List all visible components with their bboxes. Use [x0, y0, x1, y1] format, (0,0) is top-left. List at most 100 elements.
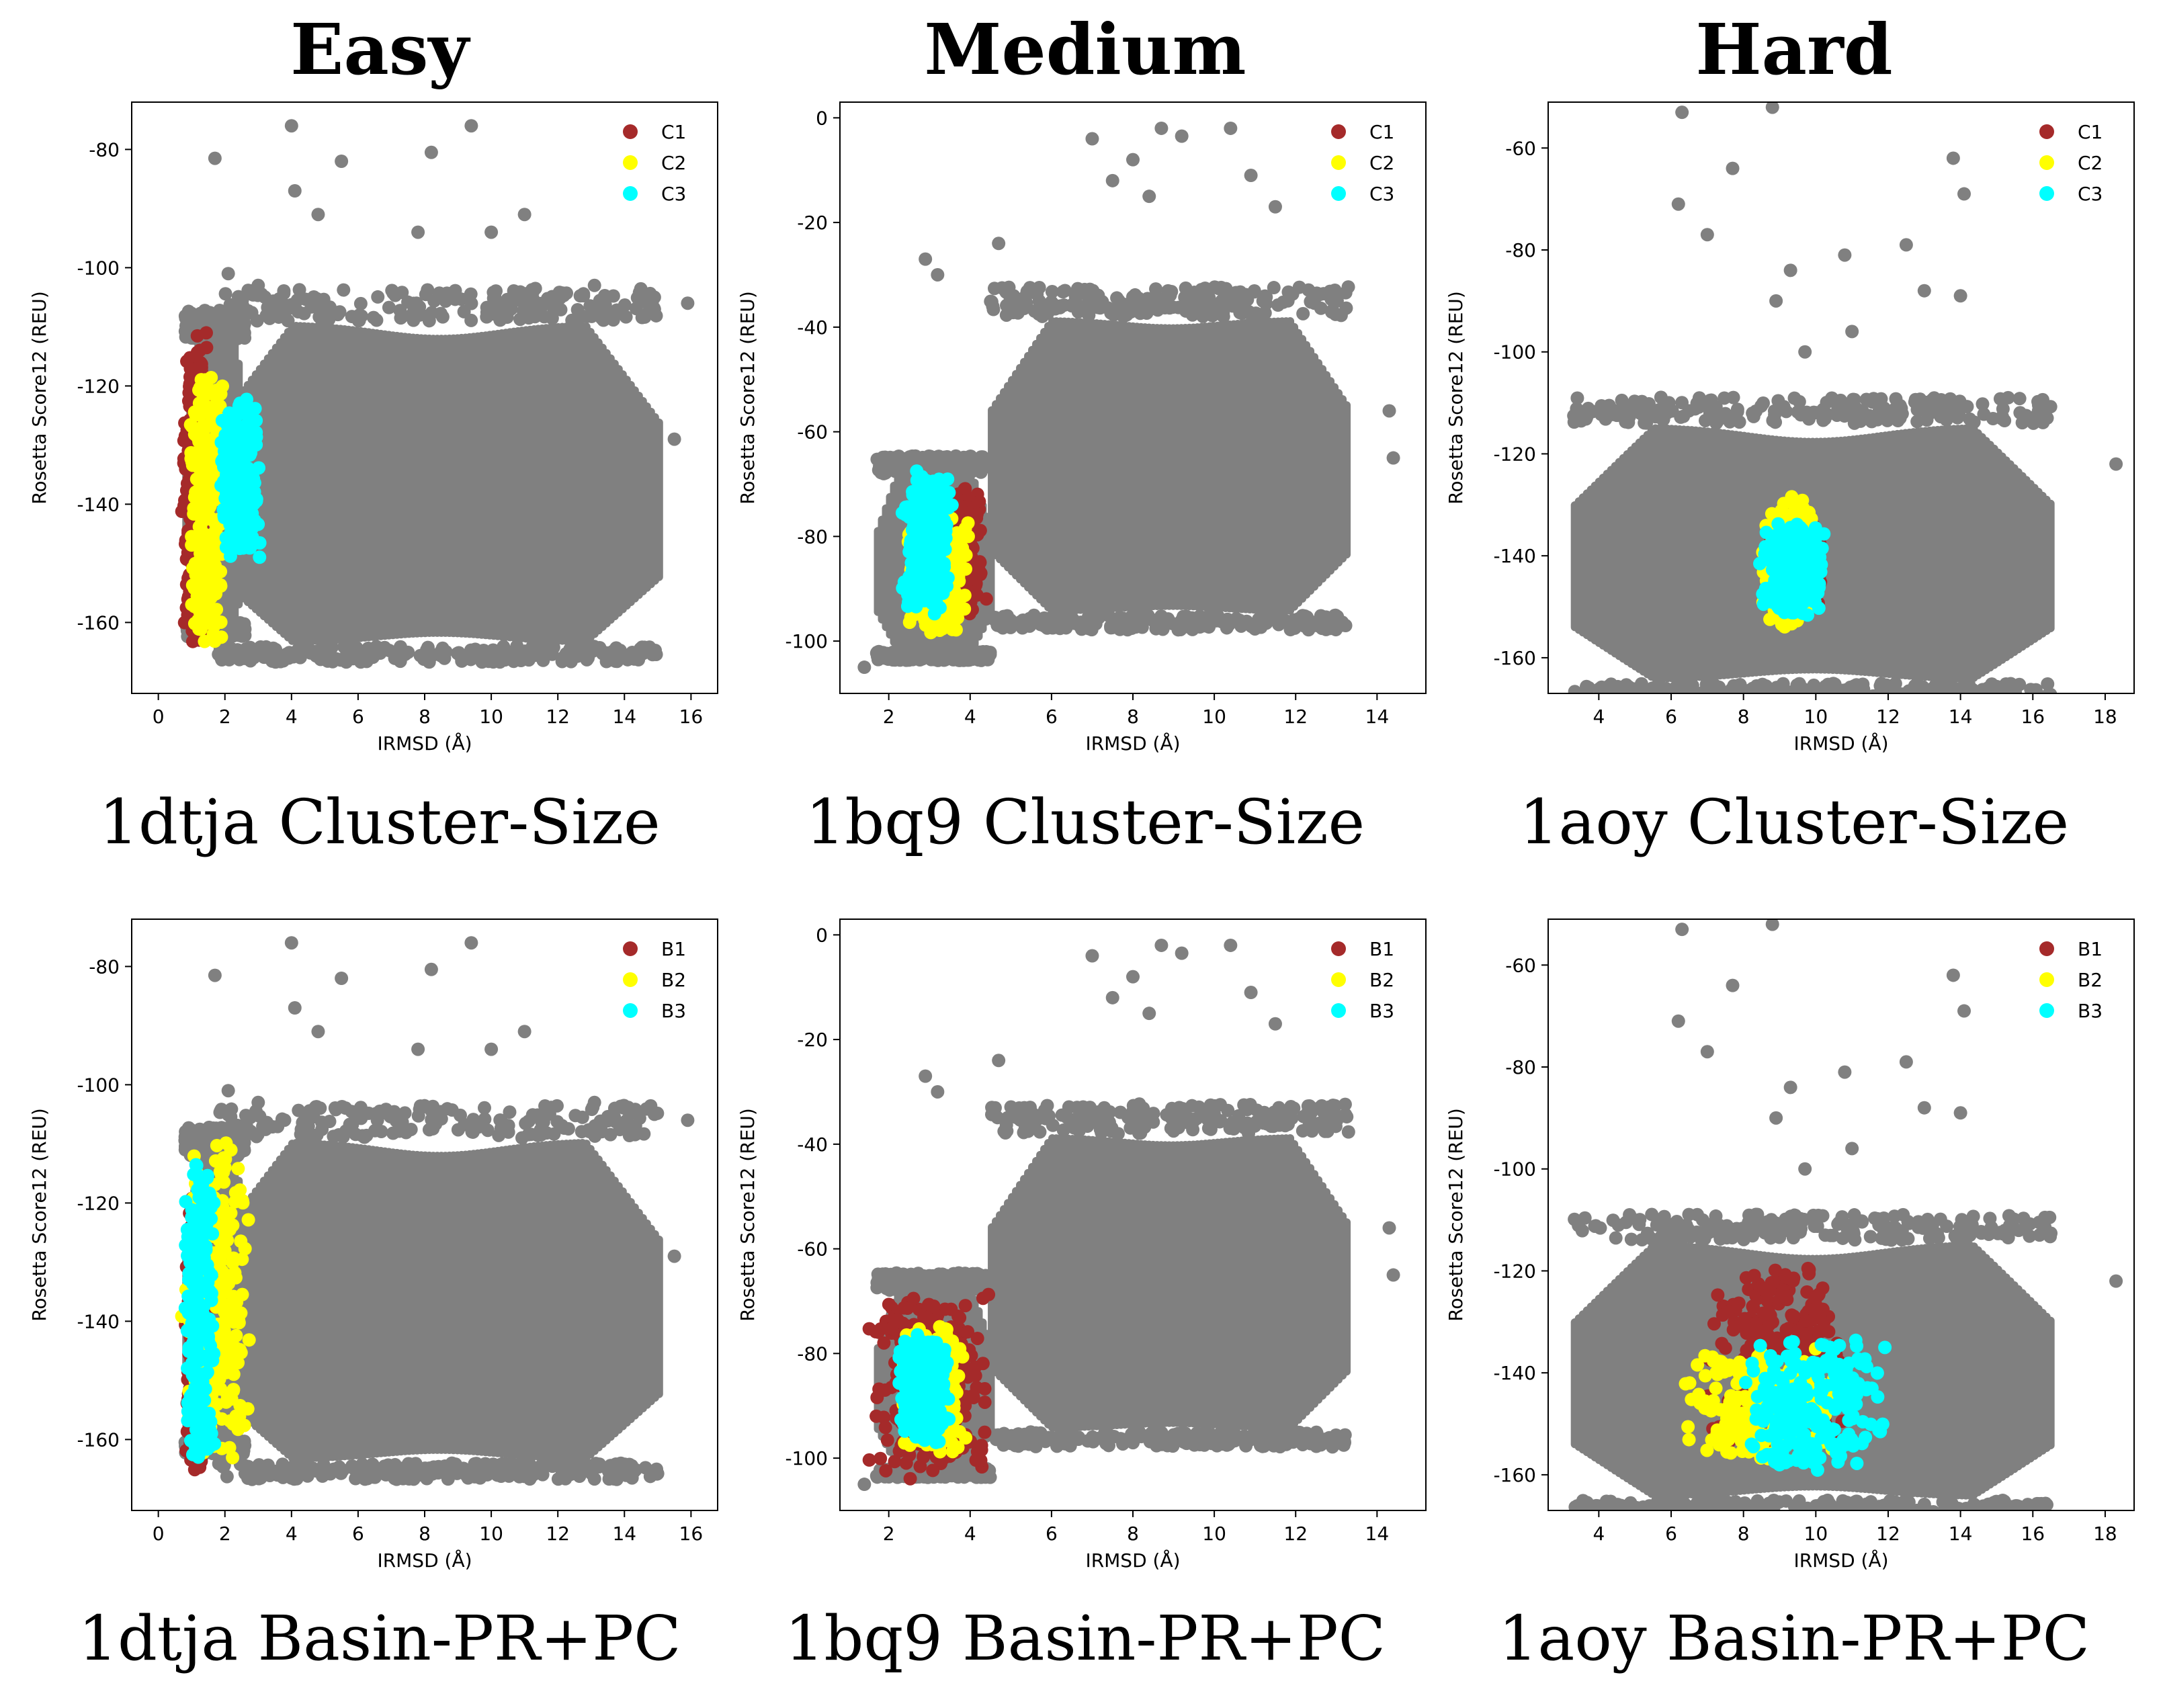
- background-point: [541, 292, 555, 306]
- x-tick-label: 16: [679, 706, 704, 728]
- background-point: [1002, 280, 1016, 294]
- point-c2: [209, 587, 223, 601]
- y-tick-label: 0: [816, 107, 828, 129]
- background-outlier-point: [1726, 161, 1740, 175]
- background-outlier-point: [1268, 200, 1282, 214]
- y-axis-label: Rosetta Score12 (REU): [736, 291, 759, 505]
- x-tick-label: 4: [964, 706, 976, 728]
- background-point: [214, 651, 228, 665]
- background-point: [580, 650, 594, 664]
- background-point: [953, 452, 968, 466]
- background-point: [342, 642, 356, 656]
- background-point: [382, 300, 396, 314]
- background-point: [647, 302, 661, 316]
- points-layer: [175, 119, 695, 669]
- background-outlier-point: [681, 296, 695, 310]
- background-point: [1192, 618, 1206, 632]
- x-axis-label: IRMSD (Å): [1085, 732, 1180, 755]
- y-tick-label: -100: [1493, 341, 1536, 364]
- x-tick-label: 6: [1665, 706, 1677, 728]
- background-outlier-point: [1142, 189, 1156, 204]
- background-outlier-point: [335, 155, 349, 168]
- point-c3: [935, 518, 949, 532]
- background-point: [625, 645, 639, 659]
- background-point: [433, 306, 448, 321]
- background-point: [505, 645, 519, 659]
- y-tick-label: -80: [1505, 239, 1536, 261]
- background-point: [1657, 683, 1671, 693]
- background-outlier-point: [667, 432, 681, 446]
- background-point: [877, 463, 891, 477]
- background-point: [401, 295, 415, 309]
- x-tick-label: 2: [219, 706, 231, 728]
- background-point: [1089, 617, 1103, 631]
- point-c3: [220, 463, 234, 477]
- background-point: [999, 308, 1013, 322]
- background-point: [316, 292, 331, 306]
- background-point: [1289, 615, 1303, 630]
- point-c2: [1777, 497, 1791, 511]
- background-point: [251, 288, 265, 302]
- background-point: [1234, 619, 1248, 633]
- background-point: [1646, 681, 1660, 693]
- background-point: [301, 641, 315, 655]
- background-outlier-point: [890, 650, 904, 664]
- background-outlier-point: [1700, 228, 1714, 242]
- column-title-easy: Easy: [290, 8, 470, 91]
- background-point: [1747, 686, 1761, 693]
- background-point: [559, 646, 573, 660]
- background-point: [1838, 409, 1852, 423]
- legend-label-c1: C1: [1369, 121, 1394, 143]
- background-point: [1638, 416, 1652, 430]
- background-point: [1045, 285, 1059, 299]
- background-point: [1593, 682, 1607, 693]
- y-tick-label: -140: [77, 493, 120, 515]
- point-c3: [933, 601, 947, 615]
- x-tick-label: 12: [1876, 706, 1900, 728]
- point-c3: [216, 453, 230, 467]
- background-outlier-point: [1592, 605, 1606, 619]
- background-point: [1101, 609, 1115, 623]
- background-band-strip: [2046, 499, 2055, 633]
- background-point: [250, 314, 264, 328]
- background-point: [2041, 689, 2054, 693]
- point-c3: [910, 576, 924, 590]
- background-outlier-point: [288, 184, 302, 198]
- point-c2: [1795, 493, 1810, 507]
- background-point: [1323, 284, 1337, 298]
- background-point: [370, 313, 384, 327]
- points-layer: [1567, 102, 2123, 693]
- background-point: [235, 293, 249, 307]
- background-outlier-point: [411, 225, 425, 239]
- point-c2: [193, 381, 207, 395]
- background-point: [286, 650, 300, 664]
- point-c2: [194, 552, 208, 566]
- background-point: [386, 286, 400, 300]
- background-point: [359, 654, 374, 669]
- background-point: [281, 314, 295, 328]
- background-point: [1764, 682, 1778, 693]
- y-tick-label: -20: [797, 212, 828, 234]
- legend-marker-c1: [1331, 124, 1346, 139]
- background-outlier-point: [1126, 153, 1140, 167]
- background-outlier-point: [1946, 151, 1960, 165]
- background-point: [187, 313, 201, 327]
- background-outlier-point: [1769, 294, 1783, 308]
- background-point: [1242, 304, 1256, 318]
- column-title-medium: Medium: [924, 8, 1246, 91]
- x-tick-label: 2: [883, 706, 895, 728]
- background-outlier-point: [251, 278, 265, 292]
- point-c3: [940, 579, 954, 593]
- background-band-strip: [1343, 401, 1351, 559]
- point-c1: [177, 615, 192, 630]
- background-point: [235, 628, 249, 642]
- background-outlier-point: [1675, 105, 1689, 120]
- point-c3: [935, 478, 949, 493]
- legend-label-c2: C2: [661, 152, 686, 174]
- background-point: [1330, 619, 1345, 633]
- point-c2: [189, 533, 204, 547]
- background-point: [1669, 680, 1683, 693]
- background-point: [1749, 404, 1763, 419]
- background-point: [1993, 392, 2007, 406]
- background-point: [464, 287, 478, 301]
